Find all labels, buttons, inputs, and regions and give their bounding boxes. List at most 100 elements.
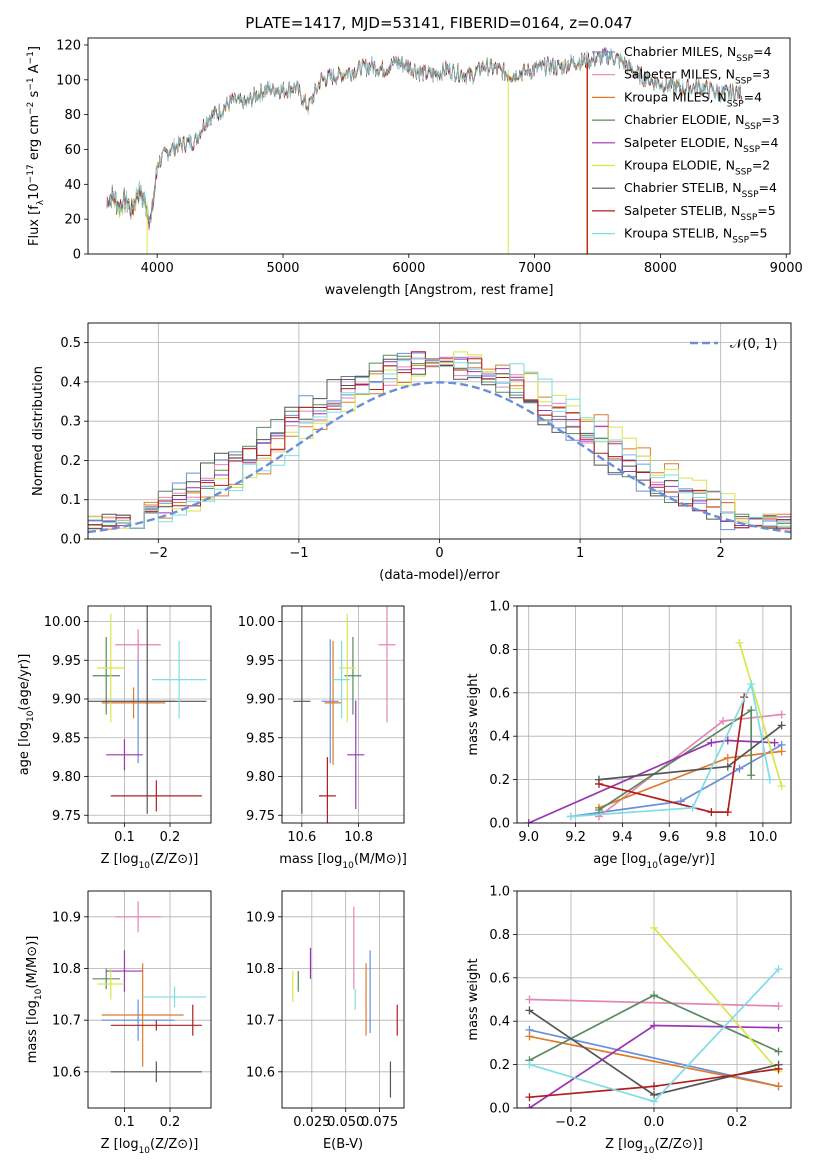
weight-marker: [777, 782, 786, 791]
weight-marker: [524, 819, 533, 823]
axes-frame: [281, 890, 405, 1109]
y-tick-label: 40: [64, 178, 81, 193]
text-fragment: Chabrier STELIB, N: [624, 180, 742, 195]
x-tick-label: 5000: [266, 261, 299, 276]
weight-marker: [525, 1006, 534, 1015]
weight-marker: [777, 747, 786, 756]
x-tick-label: 10.0: [748, 830, 777, 845]
text-fragment: =5: [749, 226, 767, 241]
normal-reference-curve: [88, 381, 791, 534]
plot-area: [282, 606, 404, 823]
y-tick-label: 10.8: [52, 962, 81, 977]
y-tick-label: 0.4: [489, 730, 510, 745]
weight-marker: [688, 803, 697, 812]
x-tick-label: 9.6: [659, 830, 680, 845]
text-fragment: ]: [27, 46, 42, 51]
text-fragment: 10: [646, 861, 658, 871]
text-fragment: Flux [f: [27, 205, 42, 246]
y-tick-label: 9.90: [52, 693, 81, 708]
text-fragment: =4: [759, 180, 777, 195]
text-fragment: Z [log: [101, 852, 139, 867]
text-fragment: (Z/Z⊙)]: [655, 1137, 703, 1152]
text-fragment: 10: [643, 1146, 655, 1156]
weight-line: [529, 1035, 779, 1088]
x-tick-label: 9000: [770, 261, 803, 276]
weight-marker: [525, 995, 534, 1004]
legend-entry: 𝒩(0, 1): [730, 337, 777, 352]
weight-marker: [774, 965, 783, 974]
x-tick-label: 0.1: [114, 830, 135, 845]
text-fragment: (0, 1): [742, 337, 777, 352]
y-tick-label: 9.90: [246, 693, 275, 708]
weight-marker: [747, 706, 756, 715]
weight-marker: [650, 991, 658, 1000]
text-fragment: 10: [27, 183, 42, 200]
y-tick-label: 0.1: [60, 493, 81, 508]
text-fragment: Kroupa ELODIE, N: [624, 158, 735, 173]
x-tick-label: −0.2: [555, 1115, 587, 1130]
weight-marker: [747, 680, 756, 689]
y-tick-label: 10.6: [52, 1065, 81, 1080]
x-tick-label: 1: [576, 546, 584, 561]
histogram-step: [88, 358, 791, 539]
text-fragment: SSP: [732, 236, 749, 246]
text-fragment: Kroupa MILES, N: [624, 89, 727, 104]
x-tick-label: 0.075: [361, 1115, 398, 1130]
x-tick-label: 4000: [141, 261, 174, 276]
weight-marker: [774, 1047, 783, 1056]
plot-area: [88, 891, 211, 1108]
y-tick-label: 10.6: [246, 1065, 275, 1080]
weight-marker: [525, 1093, 534, 1102]
plot-area: [106, 47, 742, 254]
panel-spectrum: 4000 5000 6000 7000 8000 9000 0 20 40 60 80 100 120 P…: [26, 14, 803, 298]
plot-area: [517, 606, 791, 823]
x-axis-label: age [log10(age/yr)]: [593, 852, 715, 871]
weight-marker: [566, 812, 575, 821]
y-tick-label: 0.8: [489, 643, 510, 658]
text-fragment: Z [log: [101, 1137, 139, 1152]
axes-frame: [516, 890, 792, 1109]
y-tick-label: 0.6: [489, 686, 510, 701]
legend-entry: Chabrier MILES, NSSP=4: [624, 44, 772, 64]
y-tick-label: 60: [64, 143, 81, 158]
weight-marker: [525, 1060, 534, 1069]
panel-residuals: −2 −1 0 1 2 0.0 0.1 0.2 0.3 0.4 0.5 𝒩(0, 1) (data-mo…: [31, 322, 792, 583]
weight-marker: [774, 1023, 783, 1032]
text-fragment: (Z/Z⊙)]: [150, 852, 198, 867]
text-fragment: =4: [744, 89, 762, 104]
text-fragment: SSP: [735, 77, 752, 87]
weight-marker: [525, 1032, 534, 1041]
y-tick-label: 0.2: [489, 773, 510, 788]
text-fragment: =3: [752, 67, 770, 82]
legend-entry: Salpeter ELODIE, NSSP=4: [624, 135, 779, 155]
x-tick-label: 2: [717, 546, 725, 561]
weight-marker: [719, 717, 728, 726]
text-fragment: =4: [753, 44, 771, 59]
text-fragment: Kroupa STELIB, N: [624, 226, 732, 241]
y-tick-label: 0.6: [489, 971, 510, 986]
weight-marker: [707, 738, 716, 747]
y-tick-label: 10.00: [44, 615, 81, 630]
legend-entry: Chabrier ELODIE, NSSP=3: [624, 112, 780, 132]
weight-marker: [594, 805, 603, 814]
legend-entry: Kroupa ELODIE, NSSP=2: [624, 158, 770, 178]
y-axis-label: mass weight: [466, 958, 481, 1040]
y-tick-label: 0.4: [60, 375, 81, 390]
plot-area: [517, 891, 791, 1108]
x-tick-label: 0.025: [293, 1115, 330, 1130]
panel-weight-vs-Z: −0.2 0.0 0.2 0.0 0.2 0.4 0.6 0.8 1.0 Z [log10(Z/Z…: [466, 885, 792, 1156]
y-tick-label: 10.8: [246, 962, 275, 977]
weight-marker: [770, 738, 779, 747]
x-axis-label: Z [log10(Z/Z⊙)]: [101, 852, 199, 871]
legend-entry: Kroupa MILES, NSSP=4: [624, 89, 762, 109]
y-tick-label: 20: [64, 213, 81, 228]
text-fragment: −17: [26, 164, 36, 183]
text-fragment: 10: [139, 1146, 151, 1156]
weight-line: [528, 739, 775, 823]
y-tick-label: 10.00: [238, 615, 275, 630]
text-fragment: (age/yr)]: [17, 654, 32, 711]
text-fragment: SSP: [740, 213, 757, 223]
text-fragment: Salpeter STELIB, N: [624, 203, 740, 218]
y-tick-label: 120: [56, 38, 81, 53]
